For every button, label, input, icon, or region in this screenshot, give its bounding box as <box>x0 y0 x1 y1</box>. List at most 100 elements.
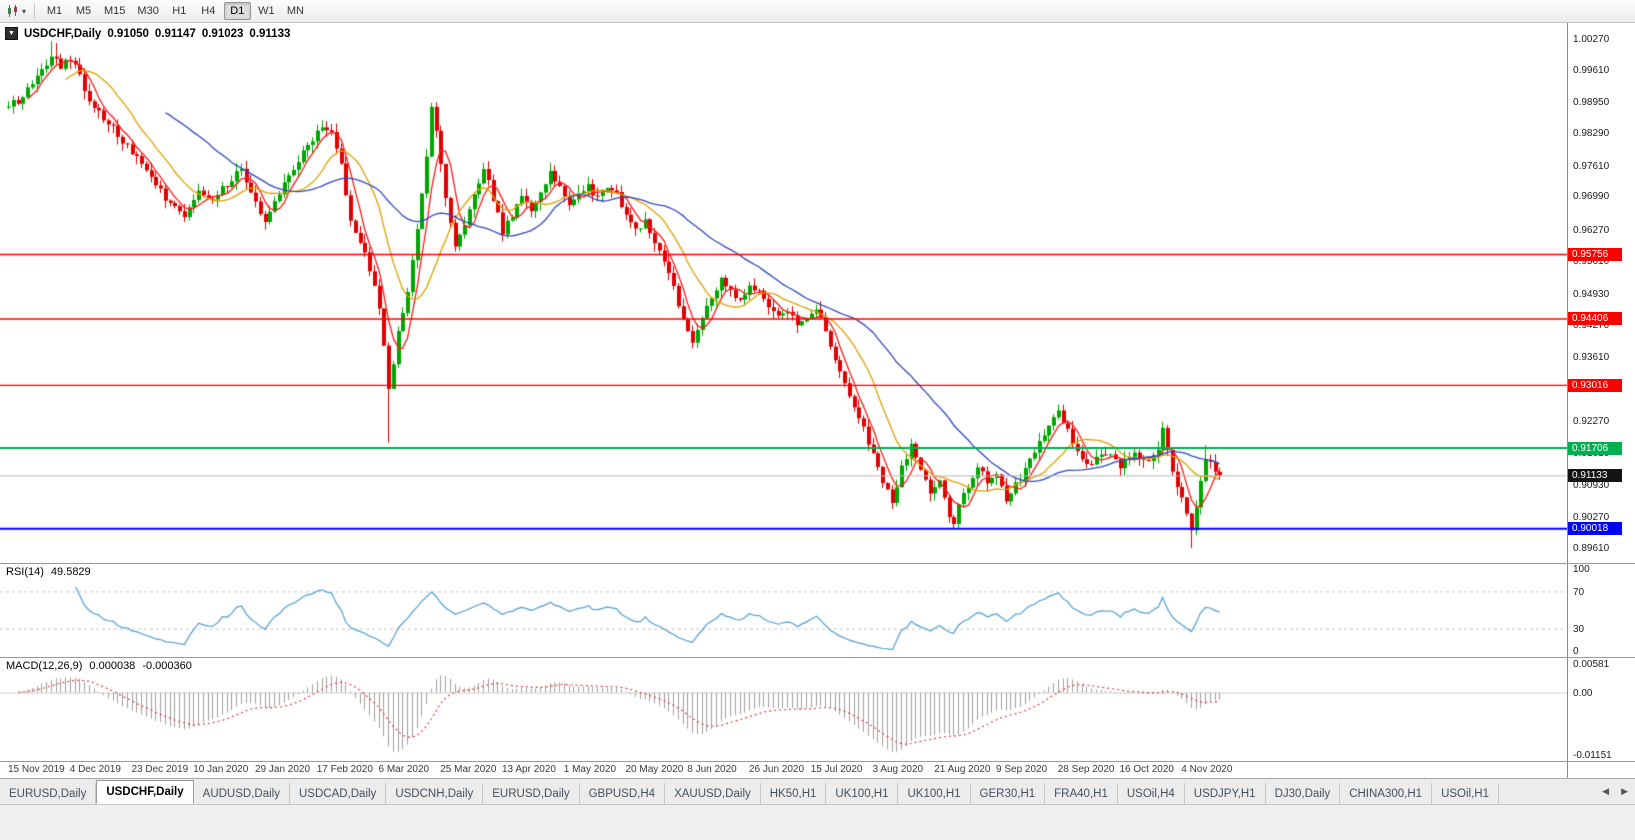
rsi-panel: RSI(14) 49.5829 100 70 30 0 <box>0 564 1635 657</box>
timeframe-button-m30[interactable]: M30 <box>137 5 159 17</box>
price-scale-label: 0.89610 <box>1573 543 1610 555</box>
price-scale[interactable]: 1.00270 0.99610 0.98950 0.98290 0.97610 0.969… <box>1567 23 1635 563</box>
chart-tab-gbpusd-h4[interactable]: GBPUSD,H4 <box>580 783 666 804</box>
price-scale-label: 0.96990 <box>1573 190 1610 202</box>
date-axis-label: 25 Mar 2020 <box>440 764 497 775</box>
rsi-value: 49.5829 <box>50 566 91 578</box>
chart-header: ▼ USDCHF,Daily 0.91050 0.91147 0.91023 0… <box>5 27 290 40</box>
date-axis-label: 3 Aug 2020 <box>872 764 924 775</box>
price-scale-label: 0.96270 <box>1573 224 1610 236</box>
price-tag: 0.91133 <box>1568 468 1622 482</box>
chart-tab-usdcad-daily[interactable]: USDCAD,Daily <box>290 783 387 804</box>
price-scale-label: 0.90270 <box>1573 511 1610 523</box>
chart-tab-usoil-h4[interactable]: USOil,H4 <box>1118 783 1185 804</box>
date-axis-label: 17 Feb 2020 <box>316 764 373 775</box>
price-scale-label: 0.93610 <box>1573 352 1610 364</box>
date-axis-label: 13 Apr 2020 <box>502 764 556 775</box>
rsi-scale-label: 30 <box>1573 624 1585 636</box>
timeframe-button-d1[interactable]: D1 <box>223 2 251 20</box>
one-click-trading-button[interactable]: ▼ <box>5 27 18 40</box>
toolbar: ▾ M1 M5 M15 M30 H1 H4 D1 W1 MN <box>0 0 1635 23</box>
bar-high-value: 0.91147 <box>154 27 196 40</box>
symbol-label: USDCHF,Daily <box>24 27 102 40</box>
chart-tab-xauusd-daily[interactable]: XAUUSD,Daily <box>665 783 761 804</box>
chart-tab-eurusd-daily[interactable]: EURUSD,Daily <box>483 783 580 804</box>
panel-splitter[interactable] <box>0 761 1635 762</box>
price-chart-panel: ▼ USDCHF,Daily 0.91050 0.91147 0.91023 0… <box>0 23 1635 563</box>
timeframe-button-m1[interactable]: M1 <box>46 5 63 17</box>
date-axis-label: 1 May 2020 <box>563 764 617 775</box>
candlestick-glyph <box>8 5 17 17</box>
chart-tab-eurusd-daily[interactable]: EURUSD,Daily <box>0 783 97 804</box>
price-scale-label: 0.92270 <box>1573 416 1610 428</box>
chart-tab-ger30-h1[interactable]: GER30,H1 <box>971 783 1046 804</box>
timeframe-group: M1 M5 M15 M30 H1 H4 D1 W1 MN <box>40 2 310 20</box>
rsi-canvas[interactable] <box>0 564 1567 657</box>
price-scale-label: 0.95610 <box>1573 256 1610 268</box>
panel-splitter[interactable] <box>0 563 1635 564</box>
timeframe-button-m5[interactable]: M5 <box>75 5 92 17</box>
rsi-label: RSI(14) <box>6 566 44 578</box>
chart-type-icon[interactable] <box>4 2 22 20</box>
bar-low-value: 0.91023 <box>201 27 244 40</box>
price-scale-label: 0.98950 <box>1573 96 1610 108</box>
rsi-header: RSI(14) 49.5829 <box>6 566 91 578</box>
chart-tab-uk100-h1[interactable]: UK100,H1 <box>826 783 899 804</box>
rsi-scale-label: 100 <box>1573 564 1590 575</box>
timeframe-button-w1[interactable]: W1 <box>258 5 275 17</box>
bar-close-value: 0.91133 <box>249 27 291 40</box>
bar-open-value: 0.91050 <box>107 27 149 40</box>
chart-tab-dj30-daily[interactable]: DJ30,Daily <box>1266 783 1341 804</box>
chart-tab-uk100-h1[interactable]: UK100,H1 <box>898 783 971 804</box>
time-axis[interactable]: 15 Nov 2019 4 Dec 2019 23 Dec 2019 10 Jan 2… <box>0 762 1635 778</box>
chart-tab-fra40-h1[interactable]: FRA40,H1 <box>1045 783 1118 804</box>
tabs-scroll-left-icon[interactable]: ◀ <box>1602 786 1610 796</box>
time-axis-corner <box>1567 762 1635 778</box>
macd-scale[interactable]: 0.00581 0.00 -0.01151 <box>1567 658 1635 761</box>
tab-strip: EURUSD,Daily USDCHF,Daily AUDUSD,Daily USDC… <box>0 779 1499 804</box>
date-axis-label: 4 Nov 2020 <box>1181 764 1233 775</box>
price-tag: 0.91706 <box>1568 441 1622 455</box>
date-axis-label: 4 Dec 2019 <box>69 764 121 775</box>
date-axis-label: 29 Jan 2020 <box>255 764 311 775</box>
price-tag: 0.90018 <box>1568 522 1622 536</box>
chart-type-dropdown-icon[interactable]: ▾ <box>22 6 27 16</box>
price-tag: 0.95756 <box>1568 247 1622 261</box>
chart-tab-usdjpy-h1[interactable]: USDJPY,H1 <box>1185 783 1266 804</box>
chart-tab-usoil-h1[interactable]: USOil,H1 <box>1432 783 1499 804</box>
date-axis-label: 26 Jun 2020 <box>749 764 805 775</box>
price-tag: 0.94406 <box>1568 312 1622 326</box>
macd-canvas[interactable] <box>0 658 1567 761</box>
timeframe-button-m15[interactable]: M15 <box>104 5 126 17</box>
macd-scale-label: -0.01151 <box>1573 750 1612 761</box>
price-scale-label: 0.99610 <box>1573 65 1610 77</box>
date-axis-label: 8 Jun 2020 <box>687 764 737 775</box>
rsi-scale-label: 70 <box>1573 586 1585 598</box>
chart-tab-usdcnh-daily[interactable]: USDCNH,Daily <box>386 783 484 804</box>
chart-tab-audusd-daily[interactable]: AUDUSD,Daily <box>194 783 290 804</box>
macd-header: MACD(12,26,9) 0.000038 -0.000360 <box>6 660 192 672</box>
date-axis-label: 21 Aug 2020 <box>934 764 991 775</box>
tabs-scroll-right-icon[interactable]: ▶ <box>1621 786 1628 796</box>
rsi-scale[interactable]: 100 70 30 0 <box>1567 564 1635 657</box>
date-axis-label: 23 Dec 2019 <box>131 764 189 775</box>
chart-tab-usdchf-daily[interactable]: USDCHF,Daily <box>96 780 194 804</box>
macd-label: MACD(12,26,9) <box>6 660 83 672</box>
macd-scale-label: 0.00581 <box>1573 659 1610 670</box>
price-scale-label: 0.90930 <box>1573 480 1610 492</box>
macd-panel: MACD(12,26,9) 0.000038 -0.000360 0.00581… <box>0 658 1635 761</box>
chart-tab-hk50-h1[interactable]: HK50,H1 <box>761 783 827 804</box>
price-chart-canvas[interactable] <box>0 23 1567 563</box>
timeframe-button-mn[interactable]: MN <box>286 5 304 17</box>
date-axis-label: 20 May 2020 <box>625 764 684 775</box>
status-bar <box>0 804 1635 840</box>
price-scale-label: 1.00270 <box>1573 33 1610 45</box>
date-axis-label: 15 Jul 2020 <box>810 764 863 775</box>
toolbar-separator <box>34 3 36 19</box>
date-axis-label: 15 Nov 2019 <box>8 764 65 775</box>
panel-splitter[interactable] <box>0 657 1635 658</box>
chart-tab-china300-h1[interactable]: CHINA300,H1 <box>1340 783 1433 804</box>
timeframe-button-h1[interactable]: H1 <box>172 5 187 17</box>
timeframe-button-h4[interactable]: H4 <box>201 5 216 17</box>
chart-tab-bar: EURUSD,Daily USDCHF,Daily AUDUSD,Daily USDC… <box>0 778 1635 804</box>
